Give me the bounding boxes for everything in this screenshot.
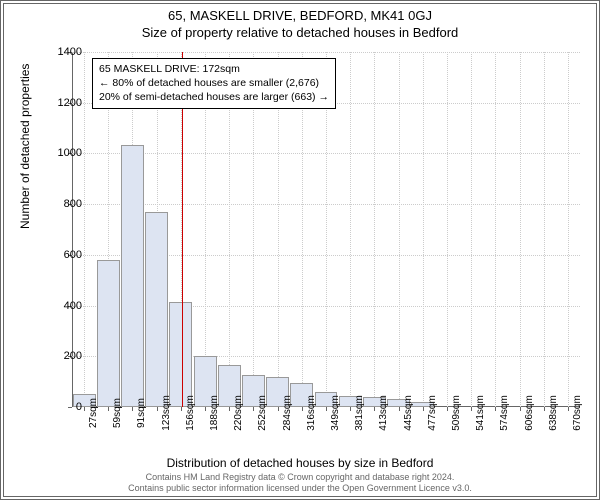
histogram-bar	[145, 212, 168, 407]
xtick-label: 316sqm	[306, 395, 317, 431]
xtick-mark	[326, 407, 327, 411]
xtick-label: 413sqm	[378, 395, 389, 431]
ytick-label: 1000	[42, 147, 82, 159]
x-axis-label: Distribution of detached houses by size …	[4, 456, 596, 470]
xtick-label: 638sqm	[548, 395, 559, 431]
ytick-label: 800	[42, 198, 82, 210]
xtick-mark	[374, 407, 375, 411]
gridline-vertical	[350, 52, 351, 407]
xtick-mark	[447, 407, 448, 411]
gridline-vertical	[568, 52, 569, 407]
xtick-label: 670sqm	[572, 395, 583, 431]
xtick-label: 220sqm	[233, 395, 244, 431]
xtick-mark	[399, 407, 400, 411]
info-box: 65 MASKELL DRIVE: 172sqm← 80% of detache…	[92, 58, 336, 109]
xtick-mark	[471, 407, 472, 411]
xtick-label: 188sqm	[209, 395, 220, 431]
xtick-mark	[229, 407, 230, 411]
xtick-label: 349sqm	[330, 395, 341, 431]
xtick-mark	[495, 407, 496, 411]
ytick-label: 1400	[42, 46, 82, 58]
xtick-mark	[544, 407, 545, 411]
ytick-label: 0	[42, 401, 82, 413]
ytick-label: 600	[42, 249, 82, 261]
xtick-mark	[302, 407, 303, 411]
ytick-label: 200	[42, 350, 82, 362]
xtick-label: 541sqm	[475, 395, 486, 431]
gridline-vertical	[471, 52, 472, 407]
xtick-mark	[278, 407, 279, 411]
title-address: 65, MASKELL DRIVE, BEDFORD, MK41 0GJ	[4, 8, 596, 23]
xtick-label: 606sqm	[524, 395, 535, 431]
xtick-mark	[181, 407, 182, 411]
histogram-bar	[97, 260, 120, 407]
info-line2: ← 80% of detached houses are smaller (2,…	[99, 76, 329, 90]
ytick-label: 400	[42, 300, 82, 312]
outer-border: 65, MASKELL DRIVE, BEDFORD, MK41 0GJ Siz…	[0, 0, 600, 500]
xtick-label: 156sqm	[185, 395, 196, 431]
histogram-bar	[169, 302, 192, 407]
gridline-vertical	[520, 52, 521, 407]
xtick-label: 445sqm	[403, 395, 414, 431]
xtick-label: 477sqm	[427, 395, 438, 431]
xtick-label: 123sqm	[161, 395, 172, 431]
info-line3: 20% of semi-detached houses are larger (…	[99, 90, 329, 104]
xtick-label: 381sqm	[354, 395, 365, 431]
xtick-label: 59sqm	[112, 398, 123, 428]
xtick-mark	[132, 407, 133, 411]
xtick-mark	[350, 407, 351, 411]
xtick-label: 91sqm	[136, 398, 147, 428]
title-subtitle: Size of property relative to detached ho…	[4, 25, 596, 40]
xtick-mark	[108, 407, 109, 411]
ytick-label: 1200	[42, 97, 82, 109]
xtick-mark	[568, 407, 569, 411]
y-axis-label: Number of detached properties	[18, 64, 32, 229]
gridline-vertical	[447, 52, 448, 407]
xtick-label: 27sqm	[88, 398, 99, 428]
footer-line1: Contains HM Land Registry data © Crown c…	[4, 472, 596, 483]
gridline-vertical	[399, 52, 400, 407]
info-line1: 65 MASKELL DRIVE: 172sqm	[99, 62, 329, 76]
xtick-label: 284sqm	[282, 395, 293, 431]
xtick-label: 509sqm	[451, 395, 462, 431]
xtick-mark	[205, 407, 206, 411]
gridline-vertical	[423, 52, 424, 407]
xtick-mark	[253, 407, 254, 411]
gridline-vertical	[544, 52, 545, 407]
xtick-label: 574sqm	[499, 395, 510, 431]
inner-border: 65, MASKELL DRIVE, BEDFORD, MK41 0GJ Siz…	[3, 3, 597, 497]
footer-credits: Contains HM Land Registry data © Crown c…	[4, 472, 596, 494]
footer-line2: Contains public sector information licen…	[4, 483, 596, 494]
gridline-vertical	[495, 52, 496, 407]
xtick-mark	[84, 407, 85, 411]
gridline-vertical	[374, 52, 375, 407]
gridline-vertical	[84, 52, 85, 407]
xtick-mark	[520, 407, 521, 411]
xtick-label: 252sqm	[257, 395, 268, 431]
xtick-mark	[423, 407, 424, 411]
xtick-mark	[157, 407, 158, 411]
histogram-bar	[121, 145, 144, 407]
